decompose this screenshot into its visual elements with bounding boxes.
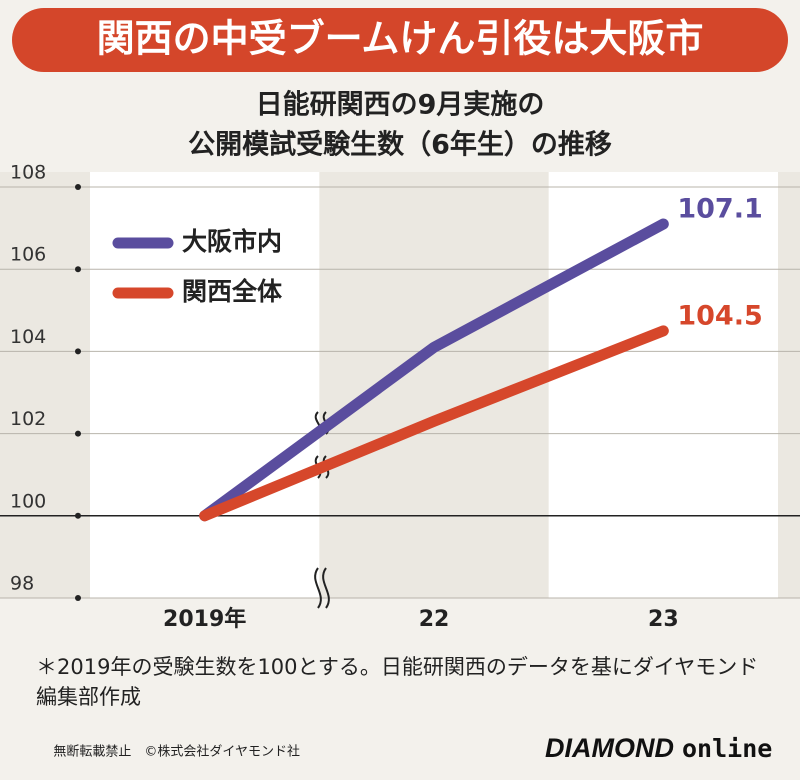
title-banner	[12, 8, 788, 72]
series-line	[199, 325, 669, 522]
y-tick-label: 102	[10, 408, 46, 430]
x-tick-label: 22	[419, 607, 450, 632]
logo: online	[682, 734, 772, 763]
x-tick-label: 23	[648, 607, 679, 632]
series-line	[199, 218, 669, 522]
footnote: ＊2019年の受験生数を100とする。日能研関西のデータを基にダイヤモンド編集部…	[36, 655, 759, 709]
y-tick-label: 100	[10, 490, 46, 512]
value-label: 107.1	[677, 193, 762, 224]
y-tick-label: 98	[10, 573, 34, 595]
tick-dot	[75, 348, 81, 355]
legend-label: 大阪市内	[182, 227, 282, 256]
chart-title: 公開模試受験生数（6年生）の推移	[188, 129, 612, 161]
value-label: 104.5	[677, 300, 762, 331]
legend-label: 関西全体	[182, 277, 283, 306]
tick-dot	[75, 430, 81, 437]
break-mark	[314, 567, 330, 609]
tick-dot	[75, 512, 81, 519]
tick-dot	[75, 595, 81, 601]
y-tick-label: 108	[10, 162, 46, 184]
page-title: 関西の中受ブームけん引役は大阪市	[97, 17, 704, 61]
chart-title: 日能研関西の9月実施の	[256, 89, 545, 121]
x-tick-label: 2019年	[163, 606, 246, 632]
tick-dot	[75, 184, 81, 190]
y-tick-label: 104	[10, 326, 46, 348]
logo: DIAMOND	[545, 733, 674, 763]
y-tick-label: 106	[10, 244, 46, 266]
tick-dot	[75, 266, 81, 273]
column-band	[548, 172, 778, 598]
credit: 無断転載禁止 ©株式会社ダイヤモンド社	[53, 744, 300, 760]
